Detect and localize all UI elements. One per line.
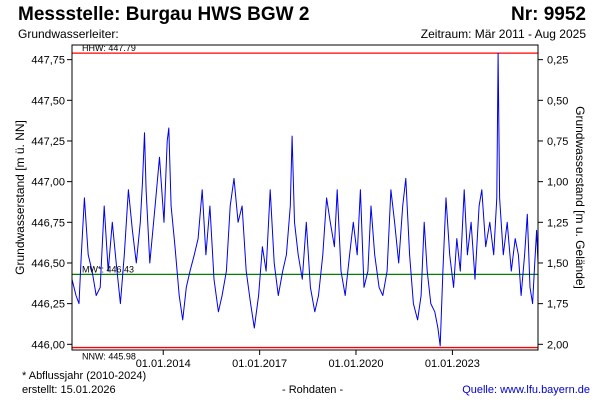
y2-tick-label-4: 1,25 bbox=[547, 217, 568, 229]
created-date: erstellt: 15.01.2026 bbox=[22, 384, 116, 396]
reference-label-0: HHW: 447.79 bbox=[82, 43, 136, 53]
y-tick-label-2: 447,25 bbox=[31, 136, 65, 148]
aquifer-label: Grundwasserleiter: bbox=[18, 27, 119, 41]
y-tick-label-0: 447,75 bbox=[31, 55, 65, 67]
y2-tick-label-1: 0,50 bbox=[547, 95, 568, 107]
x-tick-label-1: 01.01.2017 bbox=[232, 358, 287, 370]
y-tick-label-4: 446,75 bbox=[31, 217, 65, 229]
reference-lines bbox=[72, 52, 538, 349]
y-tick-label-3: 447,00 bbox=[31, 177, 65, 189]
station-number: Nr: 9952 bbox=[511, 4, 586, 25]
x-axis-ticks: 01.01.2014 01.01.2017 01.01.2020 01.01.2023 bbox=[136, 350, 480, 370]
raw-data-label: - Rohdaten - bbox=[282, 384, 344, 396]
y-axis-ticks: 447,75 447,50 447,25 447,00 446,75 446,50 446,… bbox=[31, 55, 72, 351]
y2-axis-ticks: 0,25 0,50 0,75 1,00 1,25 1,50 1,75 2,00 bbox=[538, 55, 568, 351]
y-tick-label-6: 446,25 bbox=[31, 299, 65, 311]
y2-tick-label-5: 1,50 bbox=[547, 258, 568, 270]
y2-tick-label-7: 2,00 bbox=[547, 339, 568, 351]
period-label: Zeitraum: Mär 2011 - Aug 2025 bbox=[420, 27, 586, 41]
plot-frame bbox=[71, 44, 539, 351]
source-url[interactable]: www.lfu.bayern.de bbox=[500, 384, 590, 396]
footnote: * Abflussjahr (2010-2024) bbox=[22, 370, 147, 382]
source-link[interactable]: Quelle: www.lfu.bayern.de bbox=[462, 384, 590, 396]
y-tick-label-5: 446,50 bbox=[31, 258, 65, 270]
series-line-0 bbox=[71, 52, 539, 347]
x-tick-label-2: 01.01.2020 bbox=[328, 358, 383, 370]
y2-tick-label-3: 1,00 bbox=[547, 177, 568, 189]
y-tick-label-1: 447,50 bbox=[31, 95, 65, 107]
x-tick-label-3: 01.01.2023 bbox=[425, 358, 480, 370]
reference-label-1: MW*: 446.43 bbox=[82, 264, 134, 274]
x-tick-label-0: 01.01.2014 bbox=[136, 358, 191, 370]
y2-tick-label-2: 0,75 bbox=[547, 136, 568, 148]
y-axis-label: Grundwasserstand [m ü. NN] bbox=[13, 120, 27, 275]
y2-tick-label-6: 1,75 bbox=[547, 299, 568, 311]
source-prefix: Quelle: bbox=[462, 384, 501, 396]
reference-label-2: NNW: 445.98 bbox=[82, 352, 136, 362]
series-layer bbox=[71, 52, 539, 347]
y2-tick-label-0: 0,25 bbox=[547, 55, 568, 67]
y2-axis-label: Grundwasserstand [m u. Gelände] bbox=[573, 106, 587, 289]
chart-title: Messstelle: Burgau HWS BGW 2 bbox=[18, 4, 310, 25]
y-tick-label-7: 446,00 bbox=[31, 339, 65, 351]
